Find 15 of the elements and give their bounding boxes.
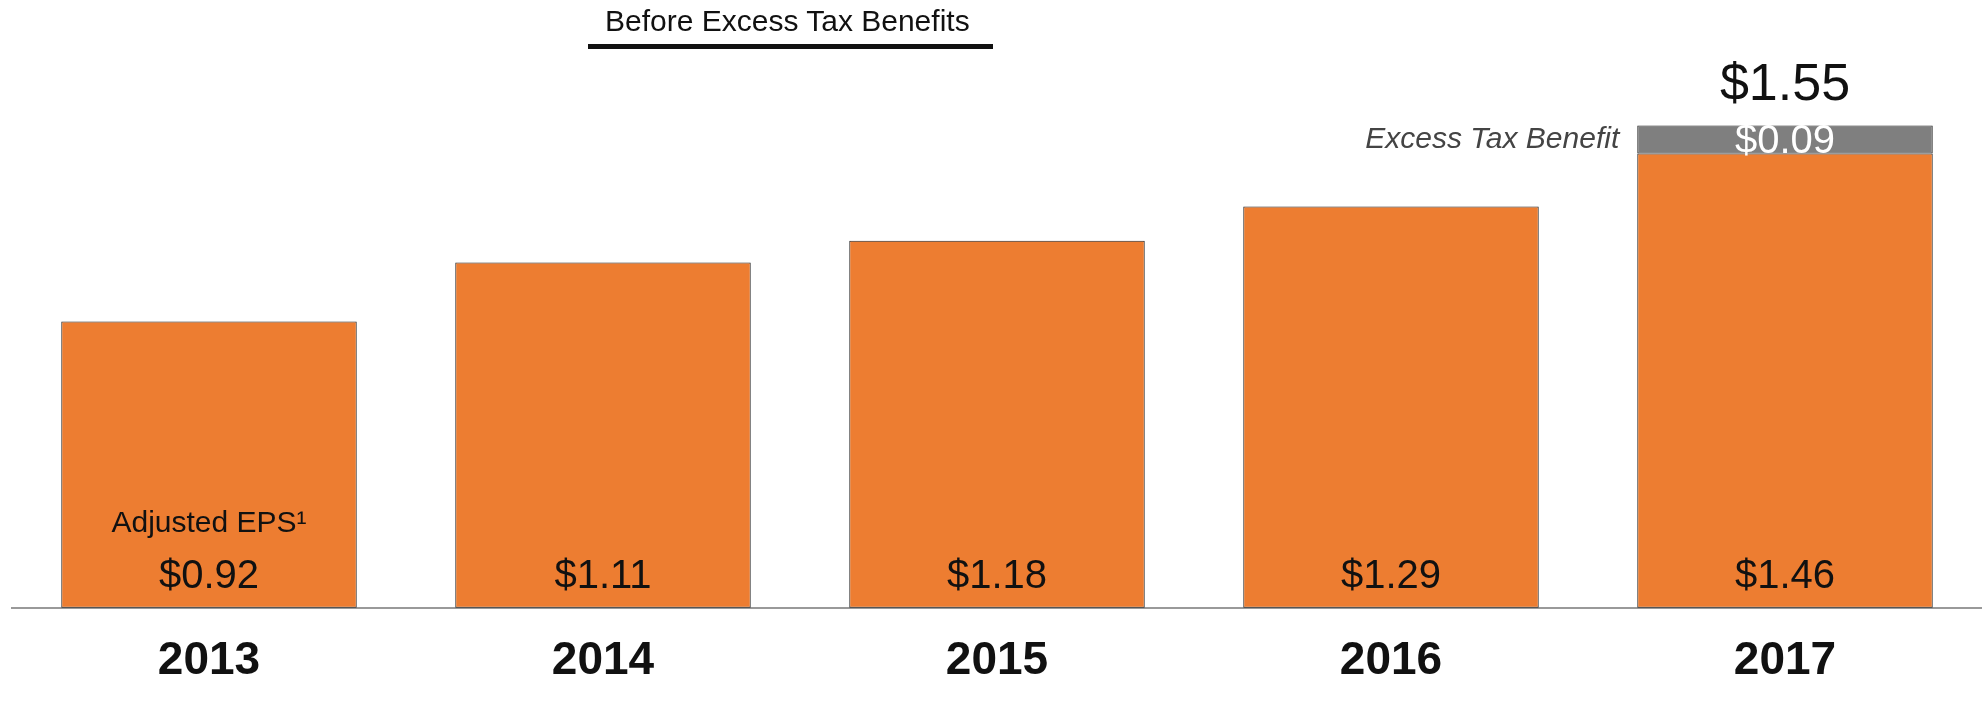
data-label: $1.11 bbox=[554, 551, 652, 596]
x-tick-label: 2017 bbox=[1733, 632, 1837, 685]
data-label: $0.09 bbox=[1734, 116, 1836, 161]
series-label: Excess Tax Benefit bbox=[1365, 120, 1621, 154]
data-label: $1.46 bbox=[1734, 551, 1836, 596]
data-label: $1.29 bbox=[1340, 551, 1442, 596]
total-label: $1.55 bbox=[1719, 52, 1851, 111]
data-label: $0.92 bbox=[158, 551, 260, 596]
x-tick-label: 2015 bbox=[945, 632, 1049, 685]
text: Before Excess Tax Benefits bbox=[605, 4, 970, 38]
x-tick-label: 2013 bbox=[157, 632, 261, 685]
x-tick-label: 2016 bbox=[1339, 632, 1443, 685]
data-label: $1.18 bbox=[946, 551, 1048, 596]
series-label: Adjusted EPS¹ bbox=[111, 504, 307, 538]
x-tick-label: 2014 bbox=[551, 632, 655, 685]
